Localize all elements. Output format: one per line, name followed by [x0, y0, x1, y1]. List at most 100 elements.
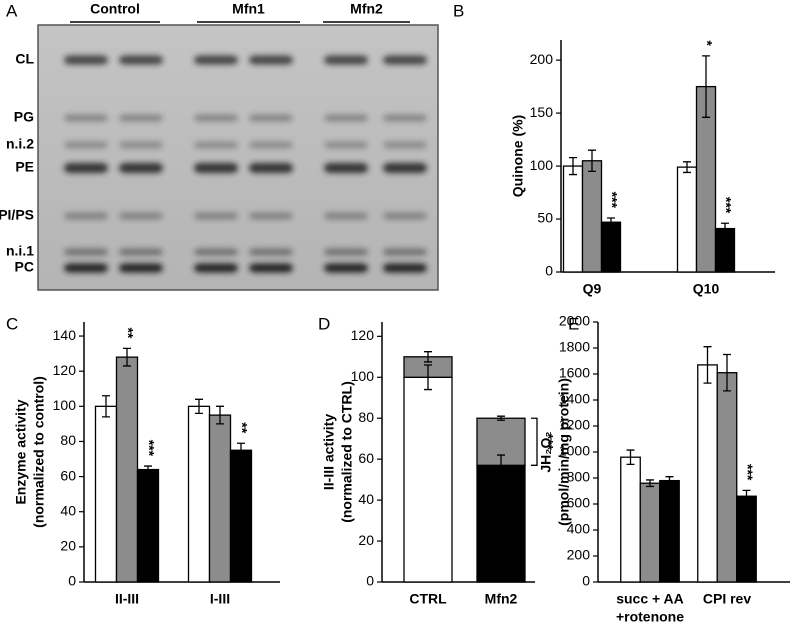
significance-label: *** — [141, 440, 157, 457]
error-bar — [216, 405, 224, 425]
error-bar — [702, 55, 710, 118]
significance-label: *** — [718, 197, 734, 214]
gel-band — [64, 212, 108, 220]
band-label: PG — [14, 109, 34, 125]
y-tick-label: 80 — [358, 409, 374, 425]
y-tick-label: 1400 — [559, 391, 590, 407]
bar — [136, 468, 160, 583]
y-tick-label: 100 — [351, 368, 375, 384]
band-label: PC — [15, 259, 34, 275]
error-bar — [646, 479, 654, 488]
y-tick-label: 150 — [530, 104, 554, 120]
bar-segment — [403, 376, 453, 583]
y-tick-label: 800 — [567, 469, 591, 485]
gel-band — [249, 263, 293, 273]
y-tick-label: 80 — [60, 432, 76, 448]
x-tick-label: +rotenone — [616, 609, 684, 623]
panel-letter: D — [318, 314, 330, 333]
x-tick-label: Q9 — [583, 281, 602, 297]
error-bar — [742, 489, 751, 503]
significance-label: *** — [740, 464, 756, 481]
bar — [600, 221, 622, 273]
y-tick-label: 120 — [351, 327, 375, 343]
y-axis-label: JH₂O₂ — [538, 431, 554, 472]
bar — [187, 405, 211, 583]
y-tick-label: 50 — [537, 210, 553, 226]
y-tick-label: 140 — [53, 327, 77, 343]
bar — [94, 405, 118, 583]
x-tick-label: II-III — [115, 591, 139, 607]
x-tick-label: Mfn2 — [485, 591, 518, 607]
gel-band — [119, 163, 163, 173]
y-tick-label: 100 — [530, 157, 554, 173]
gel-band — [249, 163, 293, 173]
error-bar — [665, 476, 674, 486]
gel-band — [249, 55, 293, 65]
bar — [115, 356, 139, 583]
significance-label: * — [699, 40, 715, 46]
bar — [620, 456, 641, 583]
y-tick-label: 20 — [60, 538, 76, 554]
error-bar — [569, 156, 577, 176]
gel-band — [324, 248, 368, 256]
bar — [676, 166, 698, 273]
y-tick-label: 0 — [366, 573, 374, 589]
significance-label: *** — [540, 434, 556, 451]
gel-band — [383, 55, 427, 65]
gel-band — [249, 248, 293, 256]
gel-band — [383, 141, 427, 149]
gel-band — [64, 248, 108, 256]
gel-band — [194, 263, 238, 273]
gel-band — [383, 248, 427, 256]
y-axis-label: (pmol/min/mg protein) — [556, 378, 572, 526]
error-bar — [424, 364, 432, 391]
bar — [716, 372, 738, 583]
gel-band — [64, 55, 108, 65]
y-tick-label: 2000 — [559, 313, 590, 329]
y-tick-label: 20 — [358, 532, 374, 548]
gel-band — [249, 212, 293, 220]
y-tick-label: 600 — [567, 495, 591, 511]
significance-label: *** — [604, 192, 620, 209]
gel-band — [383, 114, 427, 122]
y-axis-label: (normalized to control) — [31, 376, 47, 528]
x-tick-label: succ + AA — [616, 591, 684, 607]
error-bar — [626, 449, 635, 465]
error-bar — [588, 149, 596, 173]
gel-band — [194, 141, 238, 149]
y-tick-label: 1000 — [559, 443, 590, 459]
panel-letter: E — [568, 314, 579, 333]
panel-letter: A — [6, 1, 18, 20]
gel-band — [383, 212, 427, 220]
group-label: Control — [90, 1, 140, 17]
y-tick-label: 60 — [358, 450, 374, 466]
gel-image — [37, 24, 439, 291]
y-tick-label: 60 — [60, 467, 76, 483]
band-label: n.i.1 — [6, 243, 34, 259]
y-tick-label: 1600 — [559, 365, 590, 381]
x-tick-label: CPI rev — [703, 591, 751, 607]
error-bar — [497, 415, 505, 421]
gel-band — [194, 248, 238, 256]
error-bar — [683, 161, 691, 174]
gel-band — [64, 114, 108, 122]
gel-band — [249, 141, 293, 149]
gel-band — [119, 248, 163, 256]
gel-band — [324, 263, 368, 273]
gel-band — [249, 114, 293, 122]
x-tick-label: Q10 — [693, 281, 720, 297]
error-bar — [607, 217, 615, 228]
error-bar — [497, 454, 505, 477]
gel-band — [324, 141, 368, 149]
y-tick-label: 1800 — [559, 339, 590, 355]
group-label: Mfn1 — [232, 1, 265, 17]
y-tick-label: 40 — [358, 491, 374, 507]
y-tick-label: 200 — [530, 51, 554, 67]
significance-label: ** — [120, 327, 136, 338]
gel-band — [64, 141, 108, 149]
band-label: PI/PS — [0, 207, 34, 223]
error-bar — [721, 222, 729, 235]
x-tick-label: I-III — [210, 591, 230, 607]
